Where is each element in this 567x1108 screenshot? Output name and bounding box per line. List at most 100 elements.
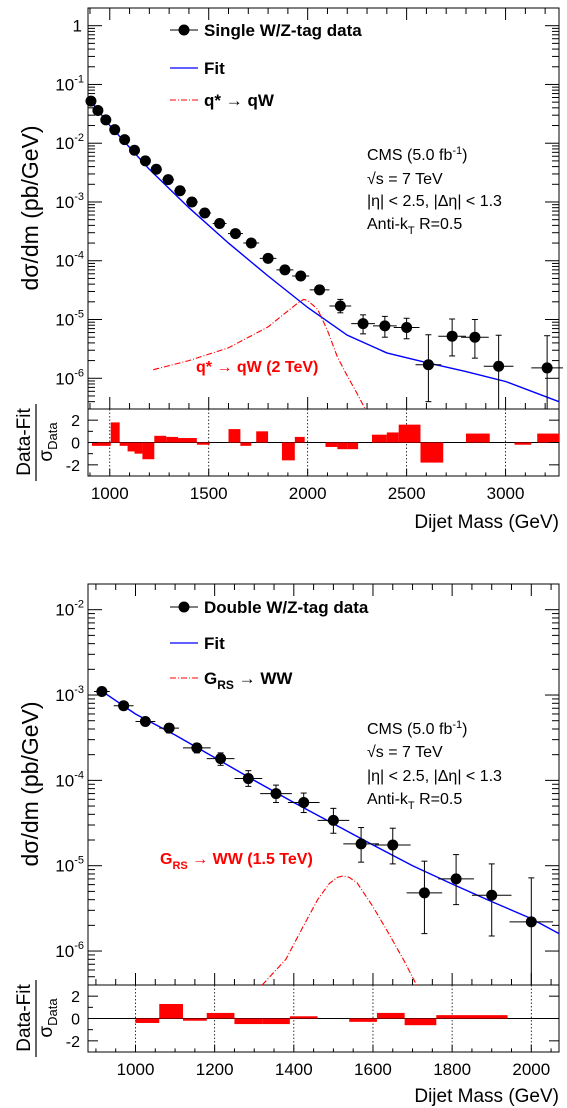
data-point [287,792,320,814]
data-marker [379,320,391,332]
bottom-x-axis-label: Dijet Mass (GeV) [414,1086,559,1107]
data-point [174,185,186,197]
ratio-label-denominator: σData [36,998,60,1038]
data-marker [109,124,121,136]
data-marker [186,196,198,208]
data-marker [139,715,151,727]
data-point [227,228,243,240]
data-marker [191,742,203,754]
fit-line [87,97,560,403]
data-point [372,315,397,338]
data-marker [279,264,291,276]
residual-bar [289,1016,318,1019]
y-tick-exp: -1 [74,73,84,85]
data-marker [214,218,226,230]
data-point [438,854,474,906]
data-point [119,134,131,146]
top-y-axis-label: dσ/dm (pb/GeV) [17,125,43,290]
data-point [182,742,211,754]
data-marker [162,174,174,186]
data-point [234,770,263,787]
y-tick-label: 10-6 [55,367,84,388]
y-tick-base: 10 [55,252,74,271]
ratio-label-numerator: Data-Fit [14,984,35,1052]
y-tick-label: 10-2 [55,132,84,153]
y-tick-label: 10-3 [55,684,84,705]
data-point [159,722,180,734]
residual-bar [349,1018,377,1022]
y-tick-exp: -2 [74,132,84,144]
y-tick-base: 10 [55,686,74,705]
y-tick-label: 10-4 [55,769,84,790]
data-marker [245,237,257,249]
data-point [317,807,350,834]
signal-line [261,875,417,986]
y-tick-exp: -5 [74,309,84,321]
residual-bar [514,442,532,445]
data-point [415,334,442,403]
y-tick-base: 10 [55,311,74,330]
residual-bar [234,1018,263,1025]
info-cuts: |η| < 2.5, |Δη| < 1.3 [367,768,502,785]
data-point [212,218,227,230]
ratio-y-tick-label: 2 [71,413,80,430]
x-tick-label: 2000 [289,484,327,503]
legend-data-label: Double W/Z-tag data [204,598,369,617]
data-point [406,860,443,935]
residual-bar [436,1015,468,1019]
data-marker [298,797,310,809]
y-tick-exp: -4 [74,250,84,262]
bottom-signal-annotation: GRS → WW (1.5 TeV) [160,851,313,872]
data-marker [418,887,430,899]
residual-bar [262,1018,290,1025]
legend-data-label: Single W/Z-tag data [204,21,362,40]
top-fit-curve [87,97,560,403]
residual-bar [398,424,421,443]
data-marker [150,163,162,175]
residual-bar [185,438,197,443]
bottom-axis-ticks [88,583,559,1053]
residual-bar [294,436,305,443]
x-tick-label: 1400 [275,1060,313,1079]
ratio-y-tick-label: 0 [71,1012,80,1029]
residual-bar [135,1018,160,1023]
data-marker [229,228,241,240]
residual-bar [537,433,559,443]
x-tick-label: 1500 [190,484,228,503]
data-point [135,715,156,727]
residual-bar [154,435,167,443]
y-tick-base: 10 [55,942,74,961]
top-x-tick-labels: 1000 1500 2000 2500 3000 [91,484,525,503]
residual-bar [467,1015,508,1019]
residual-bar [91,442,111,446]
residual-bar [228,429,241,443]
residual-bar [281,442,295,461]
residual-bar [127,442,135,452]
data-marker [295,270,307,282]
ratio-y-tick-label: -2 [66,458,80,475]
x-tick-label: 2500 [388,484,426,503]
data-point [374,827,411,865]
x-tick-label: 3000 [487,484,525,503]
y-tick-exp: -2 [74,599,84,611]
top-residual-bars [91,422,559,463]
top-axis-ticks [88,7,559,477]
data-point [185,196,198,208]
data-point [309,284,330,296]
data-point [243,237,260,249]
bottom-chart: 10-610-510-410-310-220-2 1000 1200 1400 160… [14,583,560,1107]
data-point [438,318,466,357]
data-point [260,784,292,804]
data-point [329,298,352,314]
residual-bar [420,442,444,463]
info-lumi: CMS (5.0 fb-1) [367,719,467,738]
top-data-points [85,95,563,410]
data-marker [334,300,346,312]
data-point [198,207,212,219]
bottom-info-box: CMS (5.0 fb-1) √s = 7 TeV |η| < 2.5, |Δη… [367,719,502,812]
data-point [531,335,563,410]
y-tick-base: 10 [55,75,74,94]
data-marker [262,252,274,264]
data-marker [242,773,254,785]
